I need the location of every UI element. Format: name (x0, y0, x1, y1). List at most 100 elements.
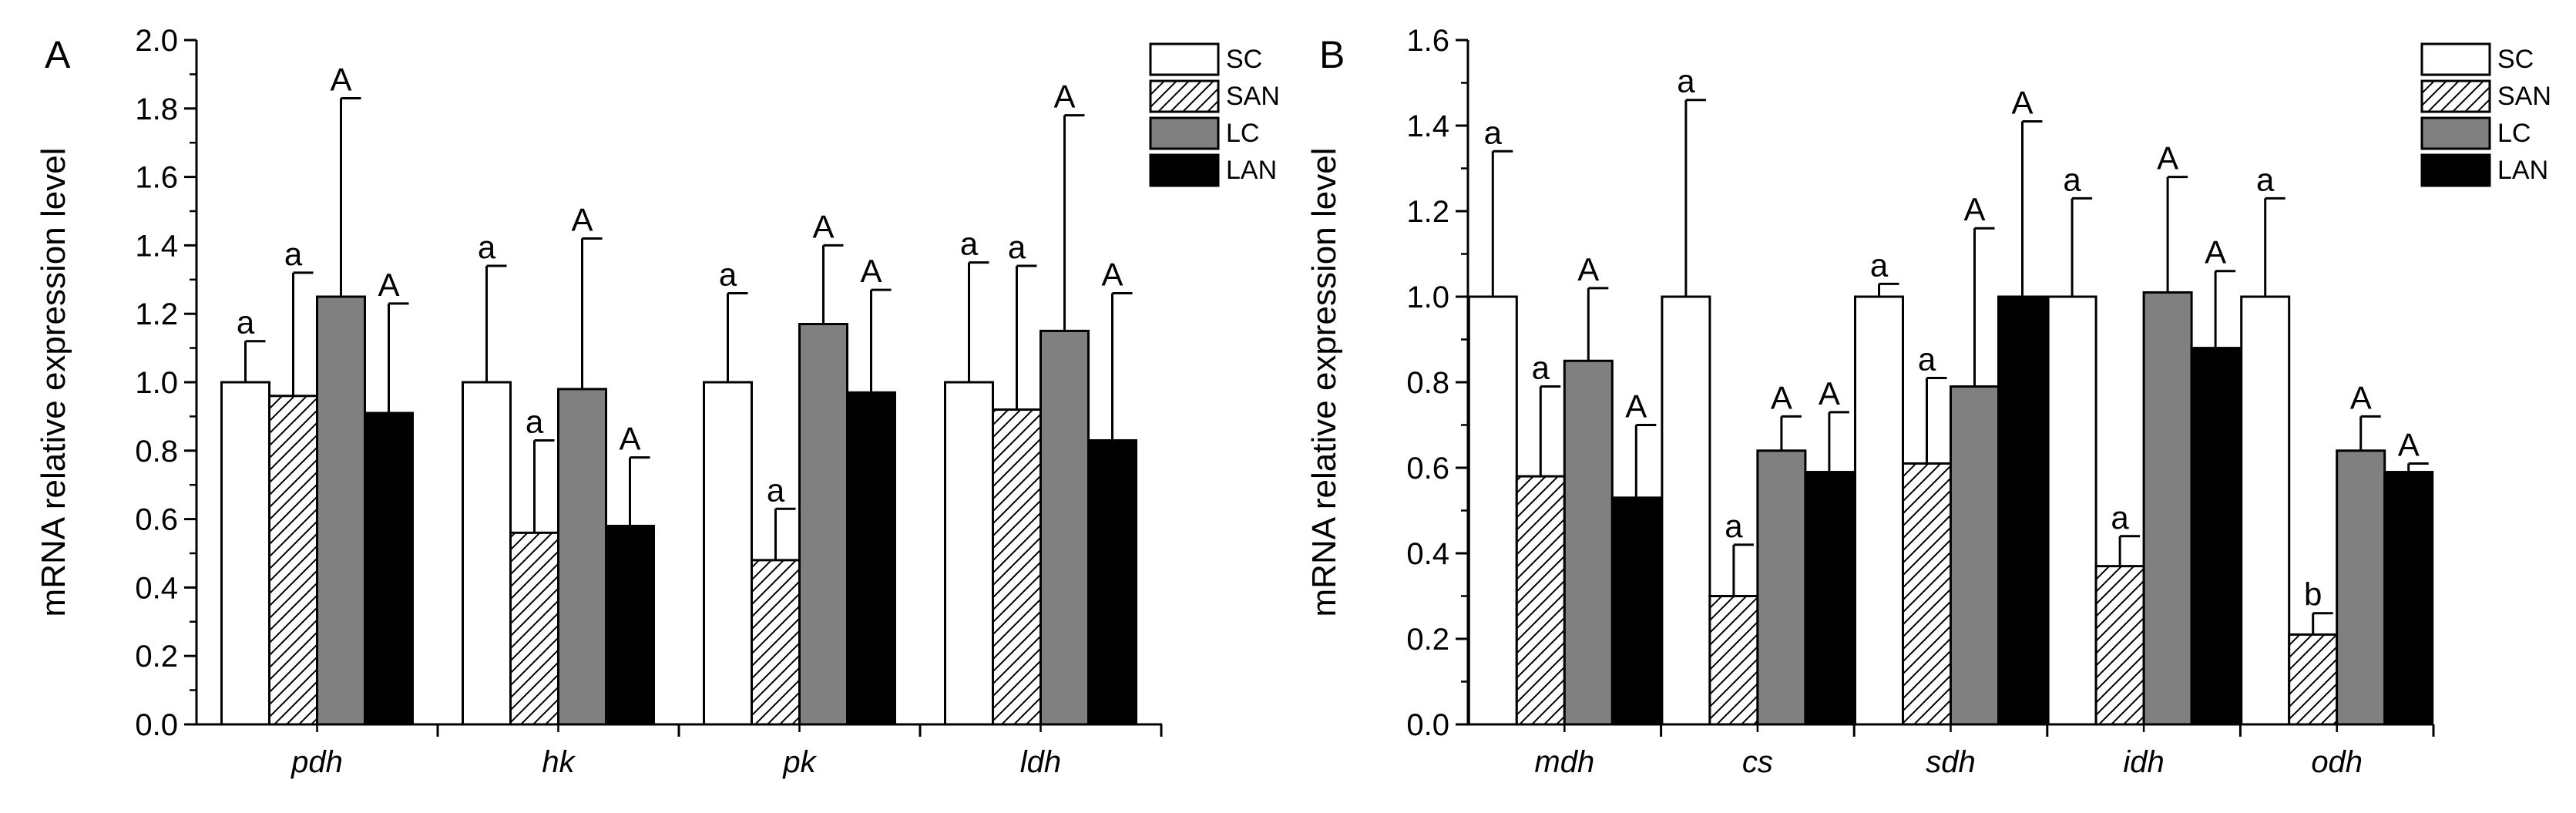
panel-label: A (45, 33, 71, 76)
significance-label: A (1819, 375, 1840, 412)
y-tick-label: 0.8 (135, 435, 178, 469)
category-label: pdh (291, 745, 343, 779)
y-tick-label: 1.2 (1406, 195, 1449, 229)
bar-lc (1563, 359, 1614, 726)
y-tick-label: 0.6 (135, 503, 178, 537)
significance-label: A (1101, 257, 1123, 293)
bar-sc (2047, 295, 2097, 726)
category-label: sdh (1926, 745, 1976, 779)
significance-label: A (2205, 234, 2226, 270)
bar-sc (703, 381, 753, 726)
bar-lc (316, 295, 366, 726)
bar-lc (557, 388, 607, 726)
y-tick-label: 0.4 (1406, 537, 1449, 571)
legend-swatch-lc (2420, 116, 2491, 150)
y-tick-label: 1.4 (1406, 109, 1449, 143)
significance-label: A (571, 202, 593, 238)
category-label: ldh (1020, 745, 1061, 779)
significance-label: a (526, 403, 544, 439)
y-tick-label: 1.8 (135, 92, 178, 126)
category-label: mdh (1534, 745, 1594, 779)
chart-panel-a: 0.0 0.2 0.4 0.6 0.8 1.0 1.2 1.4 1.6 1.8 2.0 mRNA re… (35, 24, 1280, 779)
significance-label: A (1053, 79, 1075, 115)
bar-lc (1756, 449, 1807, 726)
bar-lan (1804, 471, 1855, 726)
significance-label: A (2398, 426, 2420, 462)
significance-label: a (1870, 247, 1889, 283)
panel-label: B (1319, 33, 1345, 76)
bar-san (751, 559, 801, 726)
legend-swatch-lan (1149, 153, 1220, 187)
legend-label: LC (2497, 119, 2531, 148)
legend-label: SAN (2497, 82, 2551, 111)
legend-label: LAN (2497, 156, 2548, 185)
bar-sc (944, 381, 994, 726)
bar-sc (1661, 295, 1711, 726)
bar-lc (798, 323, 848, 726)
y-tick-label: 0.0 (1406, 708, 1449, 742)
y-tick-label: 1.0 (1406, 281, 1449, 314)
significance-label: a (719, 257, 737, 293)
significance-label: b (2304, 576, 2322, 613)
bar-lc (2336, 449, 2386, 726)
bar-san (509, 531, 559, 726)
bar-sc (220, 381, 270, 726)
significance-label: A (619, 421, 640, 457)
bar-lan (2190, 347, 2241, 726)
legend-label: LC (1226, 119, 1259, 148)
bar-san (1902, 462, 1952, 726)
legend-swatch-sc (1149, 42, 1220, 76)
bar-lan (605, 524, 655, 726)
significance-label: a (1532, 350, 1550, 386)
bar-san (1515, 475, 1566, 726)
bar-lan (2383, 471, 2434, 726)
y-tick-label: 0.0 (135, 708, 178, 742)
significance-label: a (1918, 341, 1936, 377)
legend-swatch-lc (1149, 116, 1220, 150)
significance-label: a (1484, 114, 1503, 150)
bar-san (2288, 633, 2339, 726)
bar-san (2094, 565, 2145, 726)
bar-sc (2240, 295, 2291, 726)
legend-swatch-san (1149, 79, 1220, 113)
bar-sc (1467, 295, 1518, 726)
significance-label: A (330, 61, 351, 97)
legend-label: LAN (1226, 156, 1277, 185)
category-label: idh (2123, 745, 2164, 779)
significance-label: A (2011, 84, 2033, 120)
bar-sc (1854, 295, 1904, 726)
bar-lan (1610, 496, 1661, 726)
significance-label: a (2063, 161, 2081, 197)
significance-label: a (767, 472, 785, 508)
y-tick-label: 0.4 (135, 571, 178, 605)
legend-label: SAN (1226, 82, 1280, 111)
category-label: cs (1742, 745, 1773, 779)
legend-label: SC (2497, 45, 2534, 74)
significance-label: a (1008, 229, 1026, 265)
y-axis-label: mRNA relative expression level (1305, 148, 1343, 617)
bar-lc (1039, 329, 1090, 726)
significance-label: A (860, 253, 882, 289)
y-tick-label: 0.6 (1406, 452, 1449, 485)
significance-label: a (237, 304, 255, 341)
bar-lan (1997, 295, 2047, 726)
bar-lan (846, 391, 896, 726)
significance-label: A (2157, 140, 2178, 176)
y-tick-label: 0.2 (1406, 623, 1449, 657)
significance-label: a (2111, 499, 2129, 536)
y-tick-label: 1.6 (1406, 24, 1449, 58)
bar-san (992, 408, 1042, 726)
category-label: pk (782, 745, 817, 779)
significance-label: A (378, 267, 399, 303)
significance-label: a (1725, 508, 1743, 544)
legend-swatch-lan (2420, 153, 2491, 187)
legend-label: SC (1226, 45, 1262, 74)
bar-lc (1950, 385, 2000, 726)
y-tick-label: 1.4 (135, 229, 178, 263)
bar-sc (462, 381, 512, 726)
chart-panel-b: 0.0 0.2 0.4 0.6 0.8 1.0 1.2 1.4 1.6 mRNA relative… (1305, 24, 2551, 779)
y-axis-label: mRNA relative expression level (35, 148, 72, 617)
significance-label: a (2256, 161, 2275, 197)
y-tick-label: 0.2 (135, 640, 178, 674)
